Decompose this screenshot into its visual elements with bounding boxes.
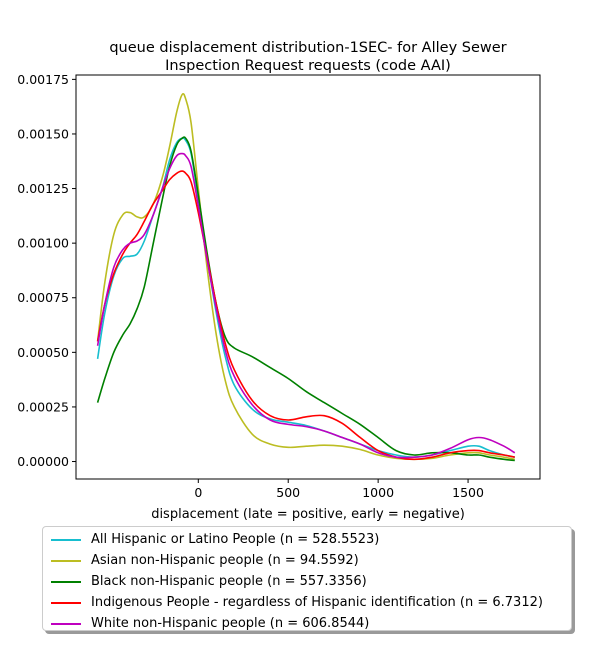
- x-axis-label: displacement (late = positive, early = n…: [151, 507, 465, 522]
- series-line-2: [96, 136, 515, 462]
- legend-swatch: [51, 580, 81, 583]
- legend-label: All Hispanic or Latino People (n = 528.5…: [91, 532, 380, 547]
- legend-label: White non-Hispanic people (n = 606.8544): [91, 616, 370, 631]
- chart-title-line-1: queue displacement distribution-1SEC- fo…: [109, 40, 506, 56]
- legend-label: Asian non-Hispanic people (n = 94.5592): [91, 553, 359, 568]
- legend: All Hispanic or Latino People (n = 528.5…: [42, 526, 572, 631]
- x-tick-label: 0: [194, 485, 202, 500]
- x-tick-label: 500: [276, 485, 300, 500]
- series-layer: [96, 92, 516, 462]
- y-tick-label: 0.00075: [17, 290, 69, 305]
- x-tick-label: 1500: [452, 485, 484, 500]
- legend-swatch: [51, 622, 81, 625]
- legend-label: Black non-Hispanic people (n = 557.3356): [91, 574, 367, 589]
- y-tick-label: 0.00000: [17, 454, 69, 469]
- legend-item: White non-Hispanic people (n = 606.8544): [43, 613, 571, 634]
- y-tick-label: 0.00125: [17, 181, 69, 196]
- legend-item: All Hispanic or Latino People (n = 528.5…: [43, 529, 571, 550]
- y-tick-label: 0.00025: [17, 399, 69, 414]
- legend-swatch: [51, 559, 81, 562]
- legend-item: Black non-Hispanic people (n = 557.3356): [43, 571, 571, 592]
- series-line-3: [96, 170, 515, 461]
- legend-swatch: [51, 538, 81, 541]
- y-tick-label: 0.00150: [17, 126, 69, 141]
- series-line-1: [96, 92, 515, 461]
- legend-swatch: [51, 601, 81, 604]
- chart-title-line-2: Inspection Request requests (code AAI): [165, 58, 451, 74]
- legend-label: Indigenous People - regardless of Hispan…: [91, 595, 543, 610]
- legend-item: Indigenous People - regardless of Hispan…: [43, 592, 571, 613]
- legend-item: Asian non-Hispanic people (n = 94.5592): [43, 550, 571, 571]
- y-tick-label: 0.00175: [17, 72, 69, 87]
- x-axis: 0 500 1000 1500: [194, 479, 484, 500]
- x-tick-label: 1000: [362, 485, 394, 500]
- y-tick-label: 0.00050: [17, 345, 69, 360]
- y-tick-label: 0.00100: [17, 236, 69, 251]
- plot-frame: [75, 74, 541, 480]
- series-line-4: [96, 152, 516, 459]
- y-axis: 0.00000 0.00025 0.00050 0.00075 0.00100 0.001…: [17, 72, 76, 469]
